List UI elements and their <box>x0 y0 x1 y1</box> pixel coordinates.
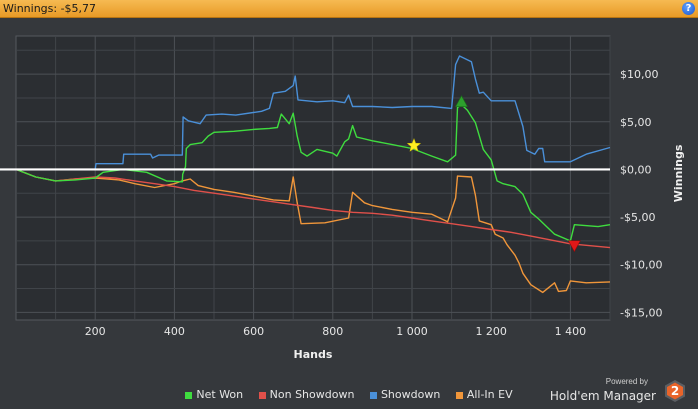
y-tick-label: -$15,00 <box>620 306 662 319</box>
hem-logo-icon: 2 <box>665 380 685 402</box>
chart-legend: Net Won Non Showdown Showdown All-In EV <box>0 388 698 401</box>
legend-swatch <box>369 391 377 399</box>
series-line-showdown <box>16 55 611 171</box>
legend-item-net-won[interactable]: Net Won <box>185 388 243 401</box>
x-axis-label: Hands <box>294 348 333 361</box>
star-marker <box>406 137 422 152</box>
y-tick-label: -$10,00 <box>620 259 662 272</box>
title-bar: Winnings: -$5,77 ? <box>0 0 698 18</box>
legend-item-non-showdown[interactable]: Non Showdown <box>258 388 355 401</box>
x-tick-label: 1 200 <box>475 325 507 338</box>
legend-item-all-in-ev[interactable]: All-In EV <box>455 388 513 401</box>
legend-label: Net Won <box>196 388 244 401</box>
help-icon[interactable]: ? <box>682 2 695 15</box>
legend-swatch <box>455 391 463 399</box>
y-axis-label: Winnings <box>672 144 685 202</box>
y-tick-label: $5,00 <box>620 116 652 129</box>
legend-label: Showdown <box>380 388 441 401</box>
window-title: Winnings: -$5,77 <box>3 2 97 15</box>
winnings-chart: 200 400 600 800 1 000 1 200 1 400 $10,00 $5,00 $0… <box>0 35 685 361</box>
y-tick-label: $10,00 <box>620 68 659 81</box>
legend-swatch <box>258 391 266 399</box>
x-tick-label: 200 <box>85 325 106 338</box>
min-marker <box>567 240 581 253</box>
product-name: Hold'em Manager <box>549 389 656 403</box>
legend-label: All-In EV <box>466 388 513 401</box>
max-marker <box>454 95 469 108</box>
version-badge: 2 <box>671 384 679 398</box>
x-tick-label: 1 000 <box>396 325 428 338</box>
y-tick-label: -$5,00 <box>620 211 655 224</box>
branding: Powered by Hold'em Manager 2 <box>550 377 686 405</box>
y-tick-label: $0,00 <box>620 163 652 176</box>
series-line-net-won <box>15 103 611 242</box>
x-tick-label: 800 <box>322 325 343 338</box>
legend-swatch <box>185 391 193 399</box>
series-line-non-showdown <box>15 168 611 249</box>
x-tick-label: 600 <box>243 325 264 338</box>
x-tick-label: 1 400 <box>555 325 587 338</box>
powered-by-text: Powered by <box>605 377 648 386</box>
legend-label: Non Showdown <box>269 388 355 401</box>
series-line-all-in-ev <box>15 168 611 294</box>
legend-item-showdown[interactable]: Showdown <box>369 388 441 401</box>
x-tick-label: 400 <box>164 325 185 338</box>
